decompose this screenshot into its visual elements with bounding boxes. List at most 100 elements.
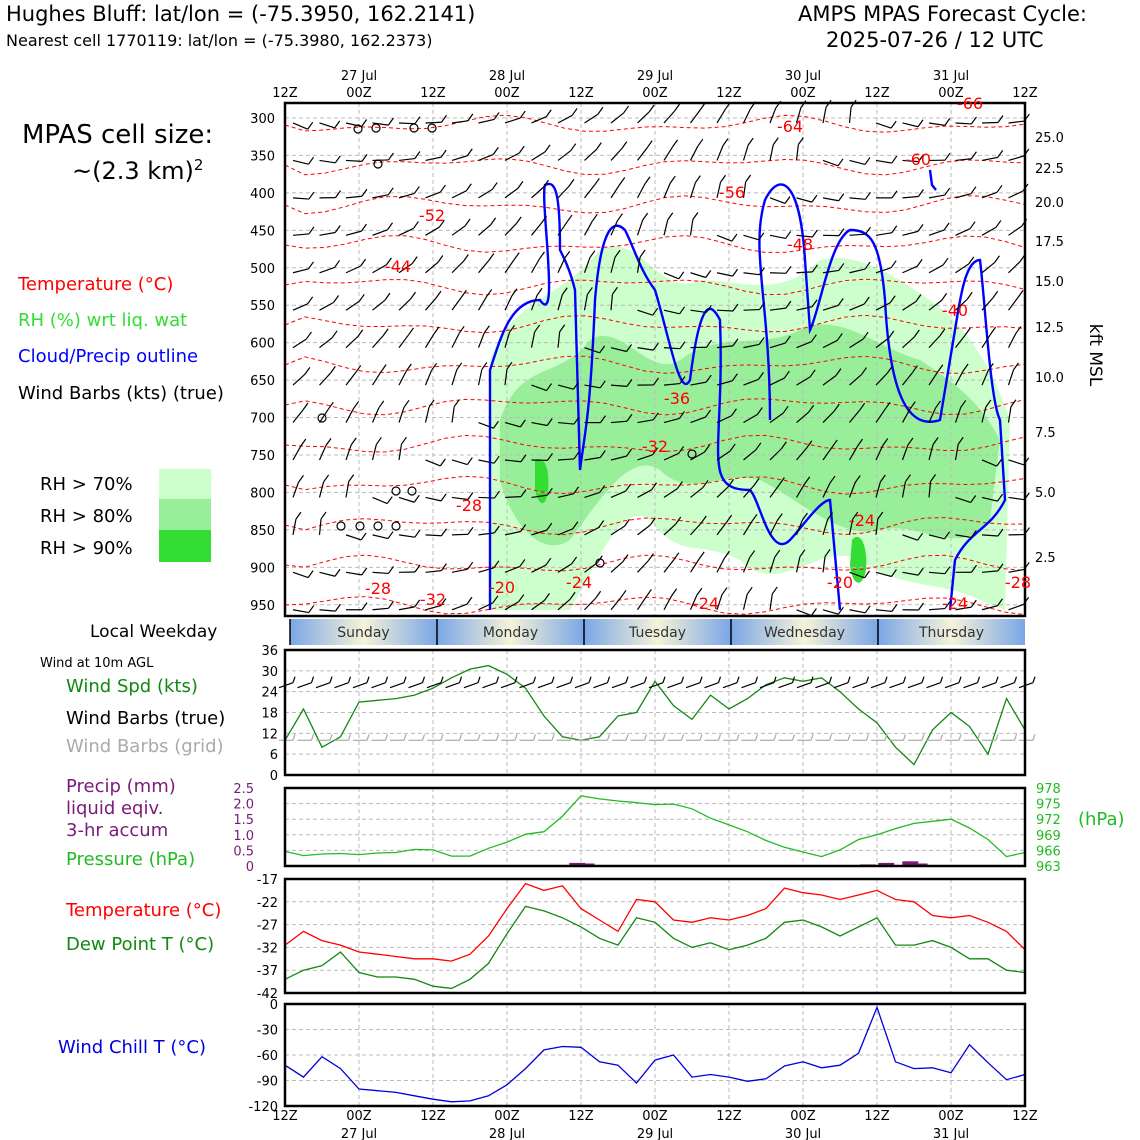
wind-barb (292, 475, 304, 498)
wind-barb (849, 605, 871, 614)
wind-barb (610, 379, 633, 387)
grid-wind-barb-flag (292, 734, 296, 741)
wind-barb-flag (411, 256, 418, 265)
wind-barb-shaft (928, 335, 941, 349)
wind-barb-shaft (849, 571, 865, 579)
wind-barb-shaft (345, 372, 357, 386)
wind-barb-flag (692, 212, 699, 220)
wind-barb-flag (696, 587, 703, 596)
wind-barb-flag (492, 420, 499, 429)
wind-barb-shaft (451, 533, 469, 536)
wind-barb (557, 250, 571, 274)
wind-barb (398, 363, 412, 386)
wind-barb-flag (545, 109, 552, 118)
wind-barb (954, 400, 967, 423)
wind-barb-flag (679, 341, 686, 350)
calm-wind-circle (391, 486, 401, 496)
wind-barb (530, 324, 541, 348)
isotherm-line (284, 158, 1026, 176)
wind-barb (955, 599, 977, 611)
wind-barb (478, 420, 499, 429)
wind-barb-shaft (398, 298, 411, 311)
wind-barb-flag (864, 157, 871, 165)
wind-barb-shaft (742, 108, 752, 124)
wind-barb-shaft (928, 534, 945, 540)
wind-barb-flag (335, 190, 341, 198)
grid-wind-barb-flag (532, 734, 537, 741)
wind-barb-flag (917, 532, 924, 541)
wind-barb-flag (566, 214, 573, 223)
wind-barb (663, 481, 683, 498)
wind-barb (769, 196, 791, 205)
wind-barb-shaft (451, 459, 468, 466)
grid-wind-barb-flag (458, 734, 463, 741)
wind-barb-shaft (292, 445, 302, 461)
isotherm-label: -32 (642, 437, 668, 456)
wind-barb (875, 401, 891, 423)
wind-barbs-true-label: Wind Barbs (true) (66, 708, 226, 729)
wind-barb-shaft (583, 257, 591, 273)
pressure-tick-label: 650 (250, 374, 275, 389)
wind-barb-flag (599, 380, 606, 389)
kft-tick-label: 17.5 (1035, 235, 1064, 250)
wind-barb (478, 455, 500, 464)
wind-barb-shaft (742, 520, 753, 536)
wind-barb-flag (620, 589, 627, 598)
wind-barb (398, 494, 420, 503)
calm-wind-circle (317, 413, 327, 423)
wind-barb-shaft (663, 382, 680, 386)
wind-barb-flag (545, 557, 552, 566)
wind-barb-shaft (822, 304, 839, 311)
wind-barb-shaft (451, 120, 468, 124)
wind-barb (822, 333, 843, 349)
wind-barb (716, 408, 737, 424)
wind-barb-flag (361, 188, 368, 197)
wind-barb-flag (891, 225, 898, 234)
wind-barb-flag (506, 361, 513, 370)
legend-temperature: Temperature (°C) (18, 274, 174, 295)
wind-barb-shaft (716, 309, 734, 312)
wind-barb-flag (542, 179, 549, 188)
wind-barb-flag (1012, 362, 1019, 371)
wind-barb-shaft (504, 117, 521, 124)
wind-barb (531, 487, 553, 499)
wind-barb-flag (600, 415, 606, 424)
wind-barb-shaft (398, 122, 416, 125)
wind-barb (1008, 527, 1030, 536)
true-wind-barb (315, 682, 331, 689)
wind-barb-flag (622, 554, 629, 562)
wind-barb (292, 156, 315, 165)
wind-barb-shaft (1008, 155, 1025, 161)
wind-barb (504, 594, 525, 611)
wind-barb (689, 175, 701, 199)
wind-barb-flag (361, 154, 368, 162)
wind-barb-shaft (743, 413, 758, 424)
wind-barb (716, 303, 739, 312)
wind-barb-shaft (875, 122, 892, 129)
wind-barb (557, 521, 579, 536)
wind-barb-shaft (372, 229, 388, 236)
legend-wind-barbs: Wind Barbs (kts) (true) (18, 383, 224, 404)
wind-barb-flag (308, 191, 315, 200)
wind-barb-shaft (610, 384, 627, 387)
wind-barb-flag (621, 141, 628, 149)
wind-barb (743, 478, 760, 498)
wind-barb (345, 401, 360, 423)
wind-barb-flag (726, 514, 733, 523)
wind-barb-flag (386, 496, 393, 504)
wind-barb-shaft (716, 234, 733, 242)
wind-barb-flag (511, 288, 518, 297)
wind-barb-flag (334, 120, 341, 129)
wind-barb-shaft (1008, 603, 1024, 611)
wind-barb-flag (864, 570, 871, 579)
top-hour-tick-label: 12Z (568, 86, 594, 101)
true-wind-barb (352, 682, 368, 689)
windchill-panel-frame (283, 1002, 1027, 1108)
grid-wind-barb-flag (625, 734, 629, 741)
wind-barb-flag (891, 190, 898, 199)
wind-barb-shaft (849, 409, 861, 423)
pressure-tick-label: 850 (250, 524, 275, 539)
wind-barb-flag (810, 608, 817, 616)
wind-barb-shaft (901, 481, 907, 498)
wind-barb-shaft (822, 482, 831, 498)
